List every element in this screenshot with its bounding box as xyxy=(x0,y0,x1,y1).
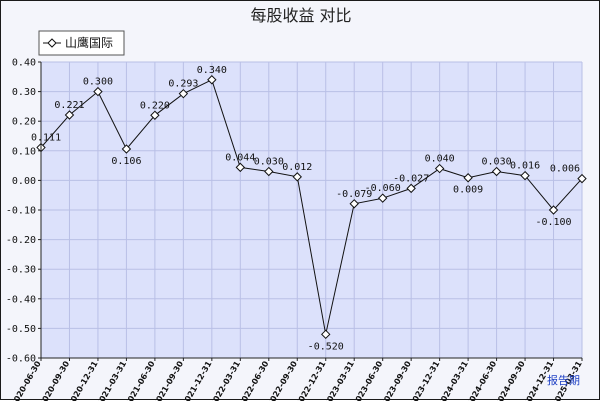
data-point xyxy=(520,170,530,181)
data-label: 0.009 xyxy=(453,185,483,196)
series-line xyxy=(40,79,583,335)
y-tick-label: -0.50 xyxy=(6,324,36,335)
y-tick-label: -0.60 xyxy=(6,354,36,365)
x-axis-label[interactable]: 报告期 xyxy=(547,373,580,387)
x-tick-label: 2024-09-30 xyxy=(493,359,527,401)
data-label: 0.006 xyxy=(550,164,580,175)
legend: 山鹰国际 xyxy=(38,30,125,56)
data-point xyxy=(235,162,246,173)
data-point xyxy=(150,110,160,120)
y-axis: 0.40 0.30 0.20 0.10 0.00 -0.10 -0.20 -0.30 -0.40… xyxy=(6,58,41,365)
x-tick-label: 2022-06-30 xyxy=(237,359,271,401)
data-label: 0.220 xyxy=(140,100,170,111)
y-tick-label: 0.00 xyxy=(12,176,36,187)
data-point xyxy=(548,205,559,215)
data-point xyxy=(349,199,359,209)
data-label: 0.300 xyxy=(83,77,113,88)
data-label: 0.111 xyxy=(31,133,61,144)
data-label: 0.030 xyxy=(482,157,512,168)
x-tick-label: 2023-09-30 xyxy=(380,359,414,401)
y-tick-label: 0.20 xyxy=(12,117,36,128)
data-label: 0.293 xyxy=(168,79,198,90)
x-tick-label: 2023-12-31 xyxy=(408,359,442,401)
y-tick-label: -0.40 xyxy=(6,294,36,305)
x-tick-label: 2024-06-30 xyxy=(465,359,499,401)
data-label: 0.012 xyxy=(282,162,312,173)
x-tick-label: 2022-12-31 xyxy=(294,359,328,401)
x-tick-label: 2023-06-30 xyxy=(351,359,385,401)
x-tick-label: 2023-03-31 xyxy=(323,359,357,401)
y-tick-label: 0.40 xyxy=(12,58,36,69)
data-point xyxy=(292,172,302,182)
x-tick-label: 2022-03-31 xyxy=(209,359,243,401)
data-point xyxy=(264,166,274,177)
y-tick-label: -0.20 xyxy=(6,235,36,246)
y-tick-label: 0.10 xyxy=(12,146,36,157)
x-tick-label: 2024-03-31 xyxy=(436,359,470,401)
data-point xyxy=(64,110,75,120)
x-tick-label: 2020-06-30 xyxy=(9,359,43,401)
data-point xyxy=(93,86,103,97)
data-label: -0.100 xyxy=(535,217,571,228)
legend-entry: 山鹰国际 xyxy=(65,35,113,50)
data-label: -0.027 xyxy=(393,173,429,184)
data-label: 0.106 xyxy=(111,156,141,167)
data-label: -0.079 xyxy=(336,189,372,200)
data-point xyxy=(463,173,473,183)
data-point xyxy=(377,193,388,203)
data-label: 0.030 xyxy=(254,157,284,168)
data-point xyxy=(577,173,587,184)
legend-diamond-icon xyxy=(47,38,57,48)
data-points xyxy=(36,75,587,340)
y-tick-label: -0.30 xyxy=(6,265,36,276)
x-tick-label: 2021-03-31 xyxy=(95,359,129,401)
x-tick-label: 2021-06-30 xyxy=(123,359,157,401)
chart-title: 每股收益 对比 xyxy=(250,6,351,25)
x-tick-label: 2020-12-31 xyxy=(66,359,100,401)
data-point xyxy=(178,88,189,99)
y-tick-label: 0.30 xyxy=(12,87,36,98)
x-axis: 2020-06-302020-09-302020-12-312021-03-31… xyxy=(9,358,584,401)
data-point xyxy=(321,329,331,340)
data-point xyxy=(491,166,502,177)
x-tick-label: 2021-09-30 xyxy=(152,359,186,401)
data-label: 0.044 xyxy=(225,152,255,163)
data-label: 0.040 xyxy=(425,154,455,165)
data-point xyxy=(434,163,445,174)
data-label: 0.221 xyxy=(54,100,84,111)
y-tick-label: -0.10 xyxy=(6,206,36,217)
data-label: 0.340 xyxy=(197,65,227,76)
data-point xyxy=(406,183,416,194)
data-label: -0.520 xyxy=(308,341,344,352)
data-point xyxy=(207,75,217,85)
x-tick-label: 2022-09-30 xyxy=(266,359,300,401)
data-label: -0.060 xyxy=(365,183,401,194)
data-labels: 0.111 0.221 0.300 0.106 0.220 0.293 0.340 0.044… xyxy=(31,65,580,353)
data-point xyxy=(121,144,132,154)
series-polyline xyxy=(40,79,583,335)
x-tick-label: 2021-12-31 xyxy=(180,359,214,401)
data-label: 0.016 xyxy=(510,161,540,172)
x-tick-label: 2020-09-30 xyxy=(38,359,72,401)
